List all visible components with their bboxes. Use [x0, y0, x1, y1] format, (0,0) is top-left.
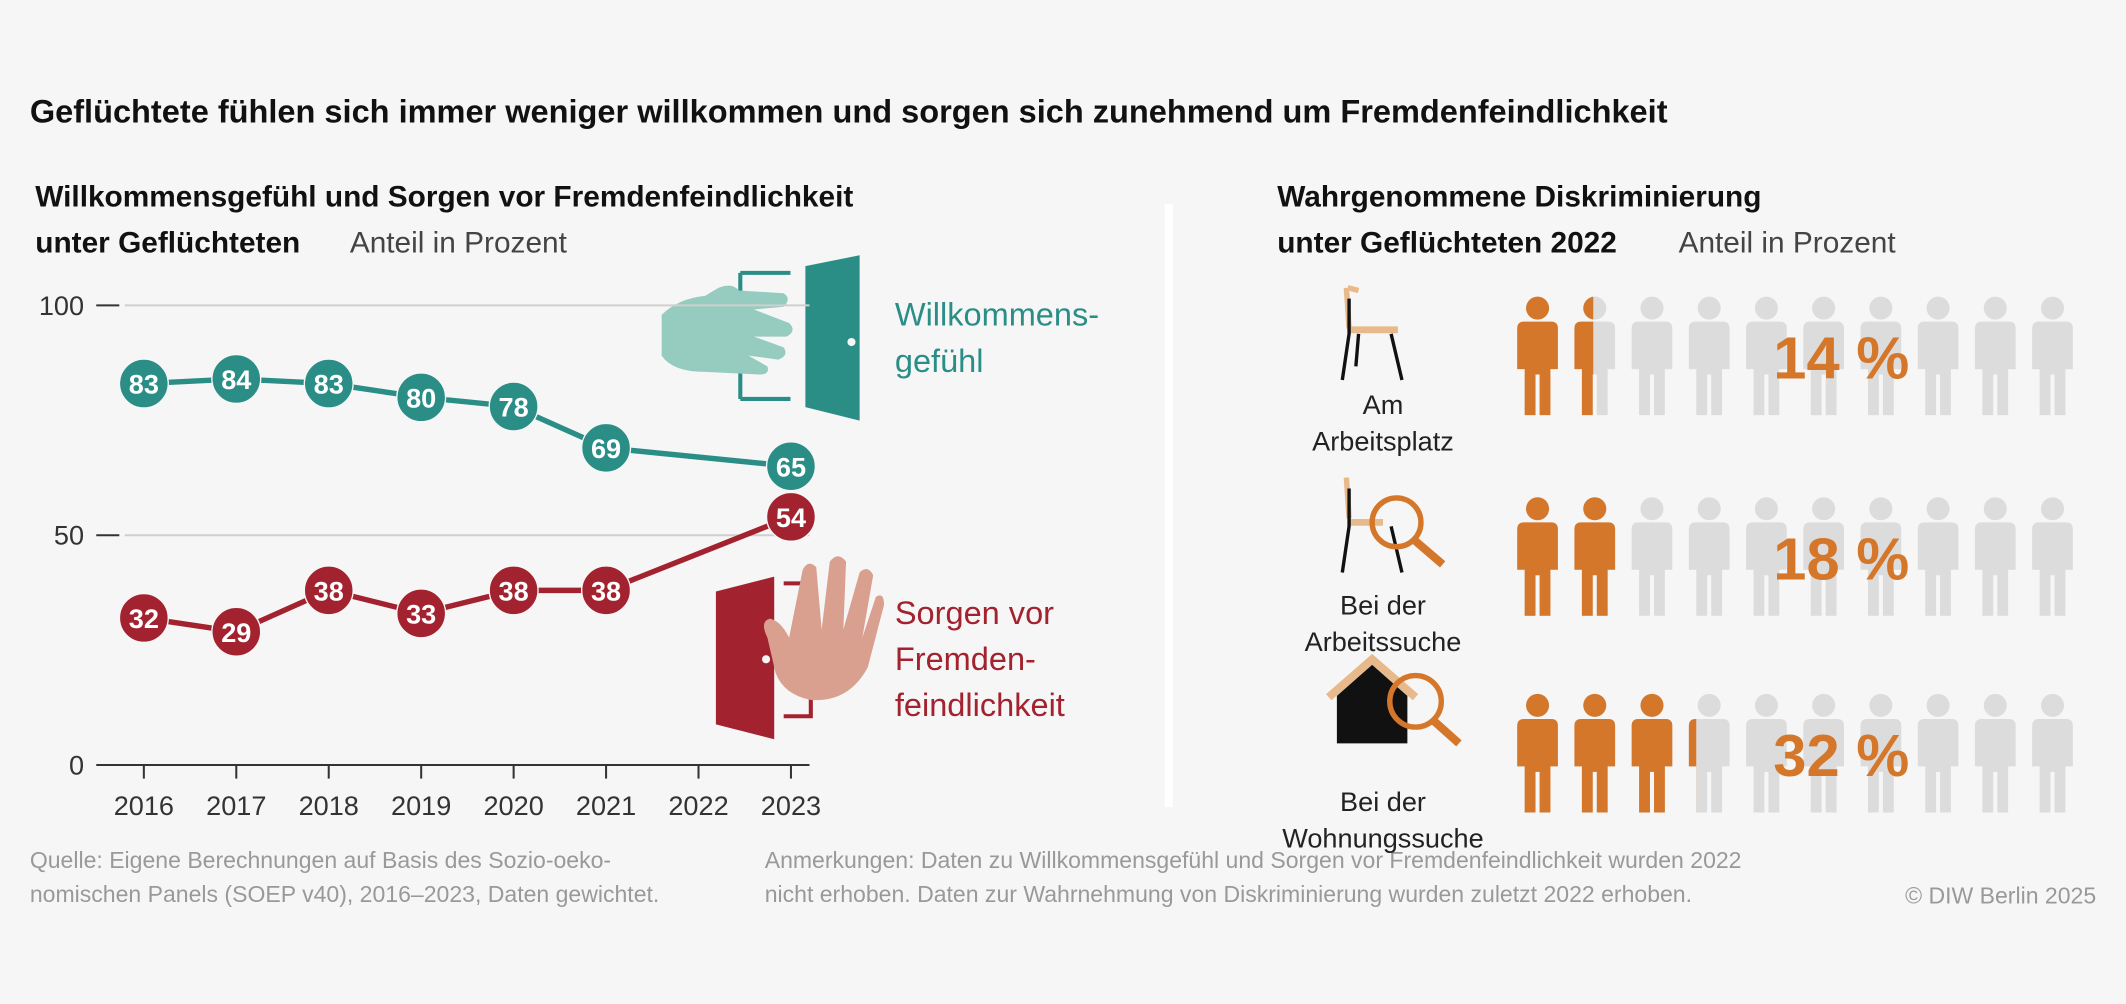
data-point [211, 353, 262, 405]
source-note: Quelle: Eigene Berechnungen auf Basis de… [30, 847, 659, 907]
data-point [303, 358, 354, 409]
welcome-icon [661, 255, 860, 421]
page-title: Geflüchtete fühlen sich immer weniger wi… [30, 93, 1668, 129]
data-point [488, 565, 539, 616]
data-point [765, 441, 817, 492]
category-label: Bei der Arbeitssuche [1305, 590, 1462, 658]
data-label: 54 [776, 502, 806, 533]
data-label: 38 [499, 576, 529, 607]
house-search-icon [1326, 653, 1462, 747]
data-label: 78 [499, 392, 529, 423]
chart-title: Willkommensgefühl und Sorgen vor Fremden… [35, 180, 853, 259]
data-point [396, 372, 447, 423]
data-label: 65 [776, 451, 806, 482]
chair-icon [1340, 285, 1404, 381]
x-tick-label: 2020 [483, 790, 543, 821]
data-point [488, 381, 539, 432]
data-label: 38 [591, 576, 621, 607]
copyright: © DIW Berlin 2025 [1905, 882, 2096, 908]
data-label: 38 [314, 576, 344, 607]
worry-icon [715, 556, 885, 740]
x-tick-label: 2016 [114, 790, 174, 821]
x-tick-label: 2021 [576, 790, 636, 821]
data-label: 33 [406, 599, 436, 630]
x-tick-label: 2019 [391, 790, 451, 821]
x-tick-label: 2018 [299, 790, 359, 821]
data-label: 80 [406, 382, 436, 413]
x-tick-label: 2017 [206, 790, 266, 821]
chart-title: Wahrgenommene Diskriminierung unter Geflü… [1277, 180, 1761, 259]
chart-unit: Anteil in Prozent [350, 227, 568, 260]
y-tick-label: 100 [39, 290, 84, 321]
data-point [396, 588, 447, 639]
y-tick-label: 0 [69, 750, 84, 781]
category-label: Bei der Wohnungssuche [1282, 786, 1483, 854]
data-point [580, 422, 632, 473]
x-tick-label: 2022 [668, 790, 728, 821]
value-label: 18 % [1773, 525, 1909, 592]
data-label: 83 [129, 369, 159, 400]
y-tick-label: 50 [54, 520, 84, 551]
data-label: 32 [129, 603, 159, 634]
data-point [118, 592, 169, 644]
x-tick-label: 2023 [761, 790, 821, 821]
chart-unit: Anteil in Prozent [1679, 227, 1897, 260]
legend-label: Sorgen vor Fremden-feindlichkeit [895, 595, 1065, 723]
value-label: 32 % [1773, 722, 1909, 789]
data-label: 83 [314, 369, 344, 400]
data-label: 29 [221, 617, 251, 648]
data-point [303, 565, 354, 616]
data-point [118, 358, 169, 409]
data-point [580, 565, 632, 616]
data-label: 69 [591, 433, 621, 464]
data-point [211, 606, 262, 657]
data-point [765, 491, 817, 542]
footnote: Anmerkungen: Daten zu Willkommensgefühl … [765, 847, 1742, 907]
chair-search-icon [1340, 477, 1446, 573]
legend-label: Willkommens-gefühl [895, 297, 1099, 379]
category-label: Am Arbeitsplatz [1312, 389, 1454, 457]
data-label: 84 [221, 364, 251, 395]
value-label: 14 % [1773, 325, 1909, 392]
